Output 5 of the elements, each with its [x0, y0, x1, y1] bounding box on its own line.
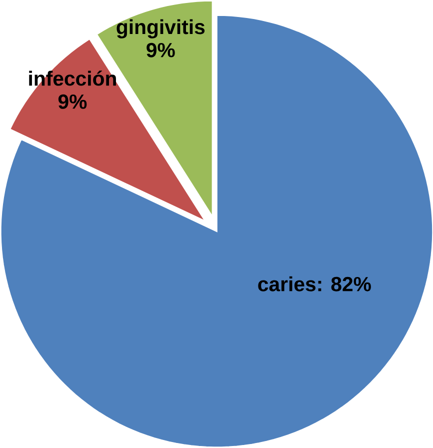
slice-label: caries [258, 276, 316, 292]
data-label: 9% [146, 42, 175, 58]
data-label: 9% [58, 94, 86, 109]
data-label: : 82% [318, 276, 371, 292]
slice-label: gingivitis [116, 19, 204, 38]
